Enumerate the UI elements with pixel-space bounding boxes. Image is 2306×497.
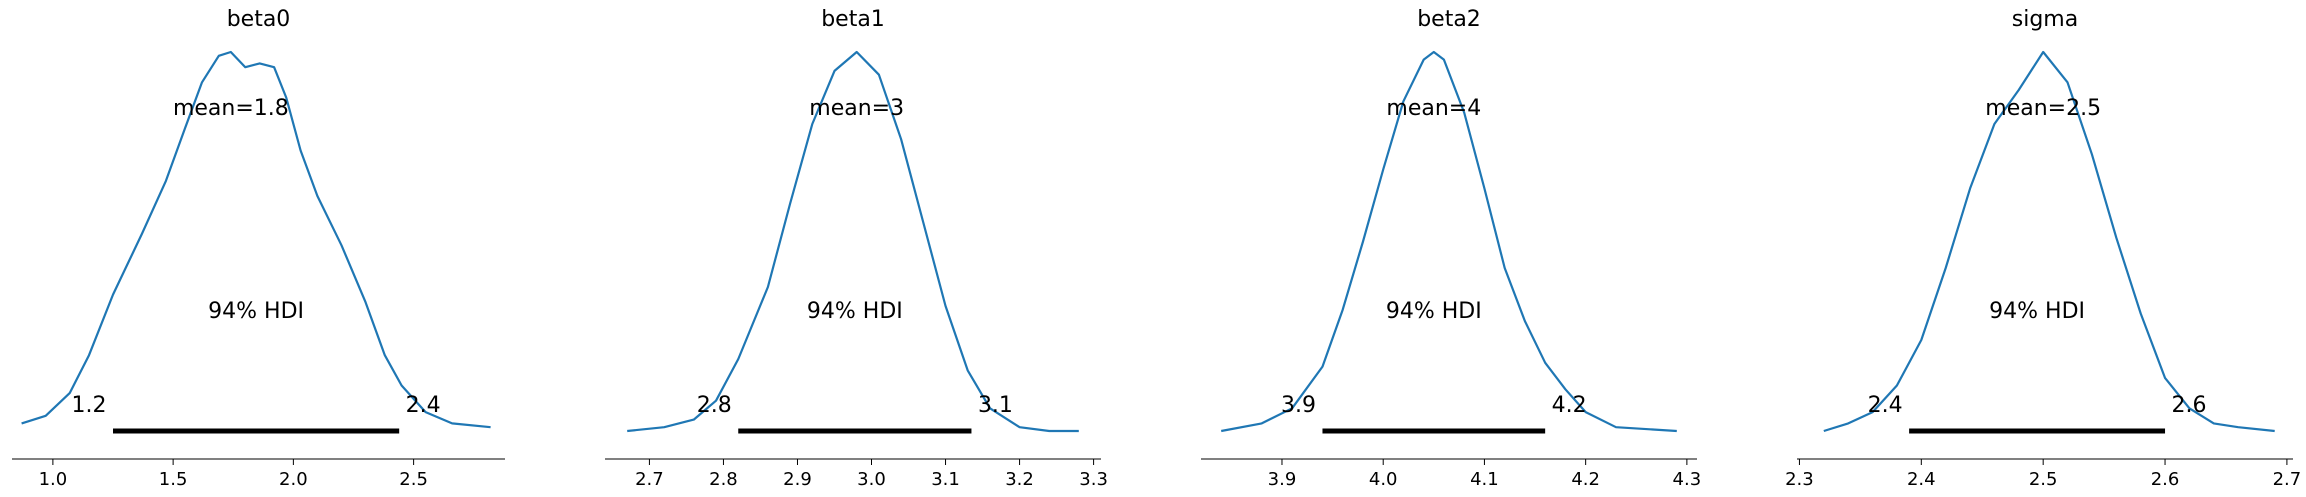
density-curve [21, 50, 491, 429]
hdi-label: 94% HDI [1386, 299, 1482, 324]
x-tick-label: 2.9 [783, 469, 812, 490]
panel-title: beta2 [1417, 7, 1481, 32]
hdi-high-label: 4.2 [1552, 393, 1587, 418]
x-tick-label: 2.7 [635, 469, 664, 490]
hdi-low-label: 2.8 [697, 393, 732, 418]
x-tick-label: 2.3 [1785, 469, 1814, 490]
mean-label: mean=2.5 [1985, 96, 2101, 121]
panel-title: beta1 [821, 7, 885, 32]
x-tick-label: 2.7 [2273, 469, 2302, 490]
mean-label: mean=1.8 [173, 96, 289, 121]
x-tick-label: 2.0 [279, 469, 308, 490]
hdi-low-label: 3.9 [1281, 393, 1316, 418]
x-tick-label: 1.5 [159, 469, 188, 490]
hdi-label: 94% HDI [807, 299, 903, 324]
x-tick-label: 4.3 [1673, 469, 1702, 490]
x-tick-label: 4.2 [1571, 469, 1600, 490]
hdi-high-label: 2.4 [406, 393, 441, 418]
mean-label: mean=4 [1386, 96, 1481, 121]
hdi-high-label: 3.1 [978, 393, 1013, 418]
hdi-label: 94% HDI [1989, 299, 2085, 324]
panel-beta0: beta0 mean=1.8 94% HDI 1.2 2.4 1.0 1.5 2.0 2.5 [12, 7, 505, 490]
hdi-low-label: 1.2 [72, 393, 107, 418]
x-tick-label: 2.6 [2151, 469, 2180, 490]
x-tick-label: 2.4 [1907, 469, 1936, 490]
panel-title: beta0 [227, 7, 291, 32]
x-tick-label: 2.5 [399, 469, 428, 490]
panel-beta1: beta1 mean=3 94% HDI 2.8 3.1 2.7 2.8 2.9 3.0 3.1 3… [605, 7, 1108, 490]
hdi-label: 94% HDI [208, 299, 304, 324]
panel-title: sigma [2012, 7, 2078, 32]
hdi-low-label: 2.4 [1868, 393, 1903, 418]
hdi-high-label: 2.6 [2172, 393, 2207, 418]
x-tick-label: 3.2 [1005, 469, 1034, 490]
density-curve [1220, 50, 1677, 433]
x-tick-label: 3.0 [857, 469, 886, 490]
x-tick-label: 4.1 [1470, 469, 1499, 490]
x-tick-label: 2.5 [2029, 469, 2058, 490]
density-curve [1823, 50, 2275, 433]
x-tick-label: 3.9 [1268, 469, 1297, 490]
x-tick-label: 3.3 [1079, 469, 1108, 490]
x-tick-label: 2.8 [709, 469, 738, 490]
density-curve [627, 50, 1079, 433]
x-tick-label: 3.1 [931, 469, 960, 490]
x-tick-label: 4.0 [1369, 469, 1398, 490]
mean-label: mean=3 [809, 96, 904, 121]
panel-sigma: sigma mean=2.5 94% HDI 2.4 2.6 2.3 2.4 2.5 2.6 2.… [1785, 7, 2301, 490]
panel-beta2: beta2 mean=4 94% HDI 3.9 4.2 3.9 4.0 4.1 4.2 4.3 [1201, 7, 1701, 490]
x-tick-label: 1.0 [39, 469, 68, 490]
